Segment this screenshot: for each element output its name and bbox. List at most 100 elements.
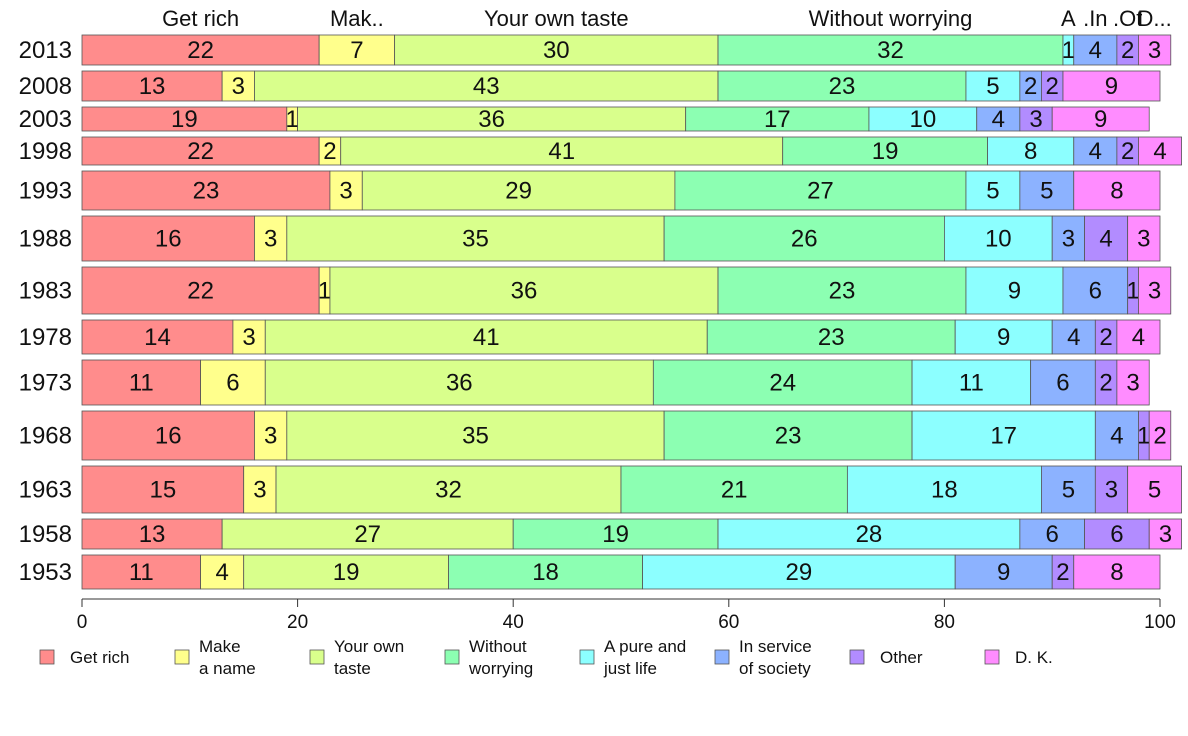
bar-segment xyxy=(965,70,1021,102)
bar-segment xyxy=(663,410,913,461)
legend-label: Other xyxy=(880,648,923,667)
top-label: Mak.. xyxy=(330,6,384,31)
data-label: 1 xyxy=(1062,37,1075,64)
data-label: 3 xyxy=(242,324,255,351)
data-label: 3 xyxy=(1148,278,1161,305)
data-label: 36 xyxy=(478,106,505,133)
bar-segment xyxy=(200,359,266,406)
bar-segment xyxy=(911,410,1096,461)
data-label: 6 xyxy=(1056,370,1069,397)
legend-swatch xyxy=(174,649,190,665)
data-label: 4 xyxy=(1153,138,1166,165)
data-label: 1 xyxy=(286,106,299,133)
data-label: 7 xyxy=(350,37,363,64)
data-label: 29 xyxy=(786,559,813,586)
bar-row-1958: 13 27 19 28 6 6 3 xyxy=(81,518,1182,550)
bar-segment xyxy=(394,34,719,66)
y-tick-label: 1953 xyxy=(19,559,72,586)
legend-swatch xyxy=(714,649,730,665)
data-label: 15 xyxy=(149,477,176,504)
bar-segment xyxy=(652,359,913,406)
bar-segment xyxy=(1051,215,1085,262)
bar-segment xyxy=(1062,266,1129,315)
data-label: 22 xyxy=(187,37,214,64)
top-label: A xyxy=(1061,6,1076,31)
legend-label: Your own xyxy=(334,637,404,656)
data-label: 8 xyxy=(1110,178,1123,205)
data-label: 2 xyxy=(1024,73,1037,100)
data-label: 9 xyxy=(997,559,1010,586)
x-tick-label: 0 xyxy=(77,612,88,633)
x-tick-label: 20 xyxy=(287,612,308,633)
data-label: 29 xyxy=(505,178,532,205)
bar-segment xyxy=(717,34,1064,66)
data-label: 23 xyxy=(829,73,856,100)
data-label: 4 xyxy=(1067,324,1080,351)
data-label: 3 xyxy=(1148,37,1161,64)
bar-row-2003: 19 1 36 17 10 4 3 9 xyxy=(81,106,1150,133)
data-label: 11 xyxy=(129,370,154,397)
data-label: 4 xyxy=(992,106,1005,133)
data-label: 2 xyxy=(1056,559,1069,586)
bar-segment xyxy=(1138,136,1182,166)
bar-segment xyxy=(1138,34,1172,66)
legend-item: Get rich xyxy=(39,648,130,667)
data-label: 28 xyxy=(856,521,883,548)
data-label: 4 xyxy=(1132,324,1145,351)
data-label: 18 xyxy=(931,477,958,504)
bar-segment xyxy=(286,215,665,262)
bar-segment xyxy=(1084,215,1129,262)
legend-item: D. K. xyxy=(984,648,1053,667)
bar-segment xyxy=(81,215,255,262)
data-label: 19 xyxy=(602,521,629,548)
data-label: 4 xyxy=(1110,423,1123,450)
data-label: 9 xyxy=(1008,278,1021,305)
data-label: 4 xyxy=(215,559,228,586)
bar-row-1988: 16 3 35 26 10 3 4 3 xyxy=(81,215,1161,262)
data-label: 8 xyxy=(1024,138,1037,165)
legend-label: just life xyxy=(603,659,657,678)
legend-swatch xyxy=(39,649,55,665)
y-tick-label: 1968 xyxy=(19,423,72,450)
legend-item: In service of society xyxy=(714,637,812,678)
data-label: 18 xyxy=(532,559,559,586)
bar-segment xyxy=(846,465,1042,514)
bar-segment xyxy=(965,266,1064,315)
bar-segment xyxy=(663,215,945,262)
bar-segment xyxy=(1030,359,1096,406)
bar-segment xyxy=(1094,465,1129,514)
bar-segment xyxy=(254,215,288,262)
data-label: 3 xyxy=(1029,106,1042,133)
top-label: D... xyxy=(1137,6,1171,31)
bar-segment xyxy=(232,319,266,355)
data-label: 5 xyxy=(986,178,999,205)
legend-swatch xyxy=(849,649,865,665)
data-label: 2 xyxy=(1153,423,1166,450)
data-label: 11 xyxy=(129,559,154,586)
data-label: 6 xyxy=(226,370,239,397)
bar-segment xyxy=(1051,106,1150,132)
bar-segment xyxy=(1051,319,1096,355)
bar-segment xyxy=(81,106,288,132)
bar-segment xyxy=(1019,170,1075,211)
data-label: 43 xyxy=(473,73,500,100)
data-label: 27 xyxy=(807,178,834,205)
data-label: 30 xyxy=(543,37,570,64)
bar-segment xyxy=(1073,554,1161,590)
data-label: 19 xyxy=(171,106,198,133)
legend-label: A pure and xyxy=(604,637,686,656)
legend-label: Without xyxy=(469,637,527,656)
bar-segment xyxy=(329,266,719,315)
bar-segment xyxy=(221,70,255,102)
bar-segment xyxy=(361,170,676,211)
top-label: Get rich xyxy=(162,6,239,31)
data-label: 5 xyxy=(1040,178,1053,205)
y-tick-label: 2003 xyxy=(19,106,72,133)
data-label: 3 xyxy=(264,423,277,450)
bar-segment xyxy=(911,359,1032,406)
bar-segment xyxy=(717,70,967,102)
data-label: 27 xyxy=(354,521,381,548)
top-label: Without worrying xyxy=(809,6,973,31)
bar-segment xyxy=(706,319,956,355)
